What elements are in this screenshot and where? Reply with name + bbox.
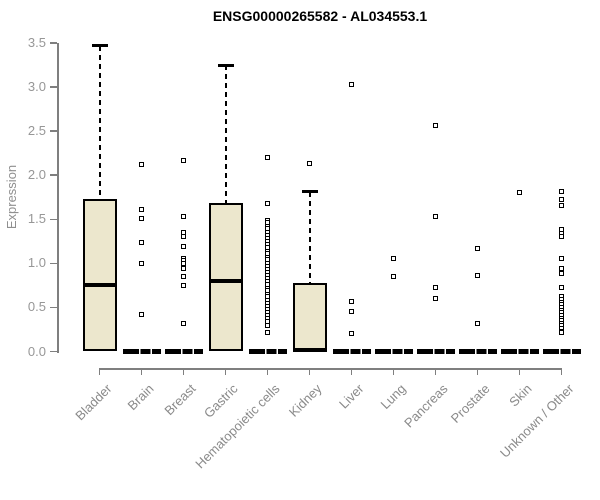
y-tick-label: 0.5 <box>27 299 46 315</box>
whisker-line <box>308 191 311 283</box>
outlier-point <box>349 309 354 315</box>
outlier-point <box>559 266 564 272</box>
median-line <box>208 278 243 283</box>
x-axis-tick <box>308 368 311 375</box>
x-axis-tick <box>350 368 353 375</box>
outlier-point <box>433 214 438 220</box>
outlier-point <box>265 330 270 336</box>
outlier-point <box>517 190 522 196</box>
outlier-point <box>307 161 312 167</box>
outlier-point <box>181 214 186 220</box>
y-axis-tick <box>50 262 57 265</box>
x-axis-tick <box>140 368 143 375</box>
outlier-point <box>559 271 564 277</box>
collapsed-box-bar <box>164 349 203 354</box>
outlier-point <box>139 260 144 266</box>
median-line <box>292 347 327 352</box>
collapsed-box-bar <box>122 349 161 354</box>
y-axis-line <box>57 43 59 353</box>
whisker-line <box>224 65 227 204</box>
x-axis-tick <box>98 368 101 375</box>
outlier-point <box>181 157 186 163</box>
outlier-point <box>475 320 480 326</box>
collapsed-box-bar <box>248 349 287 354</box>
y-tick-label: 3.5 <box>27 35 46 50</box>
y-tick-label: 1.0 <box>27 255 46 271</box>
y-axis-tick <box>50 306 57 309</box>
outlier-point <box>139 162 144 168</box>
y-tick-label: 0.0 <box>27 343 46 359</box>
outlier-point <box>181 282 186 288</box>
outlier-point <box>349 298 354 304</box>
outlier-point <box>181 233 186 239</box>
y-tick-label: 2.0 <box>27 167 46 183</box>
box <box>208 203 243 352</box>
y-tick-label: 3.0 <box>27 79 46 95</box>
outlier-point <box>181 274 186 280</box>
x-axis-tick <box>182 368 185 375</box>
outlier-point <box>139 207 144 213</box>
outlier-point <box>349 331 354 337</box>
y-axis-tick <box>50 350 57 353</box>
outlier-point <box>391 274 396 280</box>
x-axis-tick <box>434 368 437 375</box>
x-axis-line <box>99 368 562 370</box>
outlier-point <box>559 202 564 208</box>
collapsed-box-bar <box>374 349 413 354</box>
y-axis-tick <box>50 218 57 221</box>
outlier-point <box>475 245 480 251</box>
whisker-cap <box>301 190 318 194</box>
outlier-point <box>265 155 270 161</box>
outlier-point <box>559 188 564 194</box>
box <box>82 199 117 352</box>
x-axis-tick <box>392 368 395 375</box>
y-tick-label: 2.5 <box>27 123 46 139</box>
collapsed-box-bar <box>416 349 455 354</box>
x-axis-tick <box>560 368 563 375</box>
collapsed-box-bar <box>458 349 497 354</box>
outlier-point <box>559 330 564 336</box>
y-tick-label: 1.5 <box>27 211 46 227</box>
x-axis-tick <box>476 368 479 375</box>
box <box>292 282 327 352</box>
outlier-point <box>559 234 564 240</box>
outlier-point <box>181 320 186 326</box>
outlier-point <box>181 260 186 266</box>
collapsed-box-bar <box>542 349 581 354</box>
outlier-point <box>559 197 564 203</box>
outlier-point <box>139 311 144 317</box>
x-axis-tick <box>266 368 269 375</box>
median-line <box>82 282 117 287</box>
whisker-cap <box>217 63 234 67</box>
outlier-point <box>181 266 186 272</box>
y-axis-tick <box>50 174 57 176</box>
outlier-point <box>433 284 438 290</box>
y-axis-tick <box>50 42 57 44</box>
x-axis-tick <box>518 368 521 375</box>
x-axis-tick <box>224 368 227 375</box>
outlier-point <box>475 273 480 279</box>
outlier-point <box>349 81 354 87</box>
whisker-line <box>98 45 101 199</box>
outlier-point <box>139 239 144 245</box>
outlier-point <box>559 284 564 290</box>
outlier-point <box>139 215 144 221</box>
outlier-point <box>559 255 564 261</box>
collapsed-box-bar <box>332 349 371 354</box>
outlier-point <box>265 322 270 328</box>
outlier-point <box>391 255 396 261</box>
y-axis-tick <box>50 130 57 132</box>
outlier-point <box>181 244 186 250</box>
outlier-point <box>433 296 438 302</box>
outlier-point <box>433 123 438 129</box>
chart-title: ENSG00000265582 - AL034553.1 <box>212 8 428 24</box>
y-axis-tick <box>50 86 57 88</box>
collapsed-box-bar <box>500 349 539 354</box>
outlier-point <box>265 200 270 206</box>
whisker-cap <box>91 44 108 48</box>
